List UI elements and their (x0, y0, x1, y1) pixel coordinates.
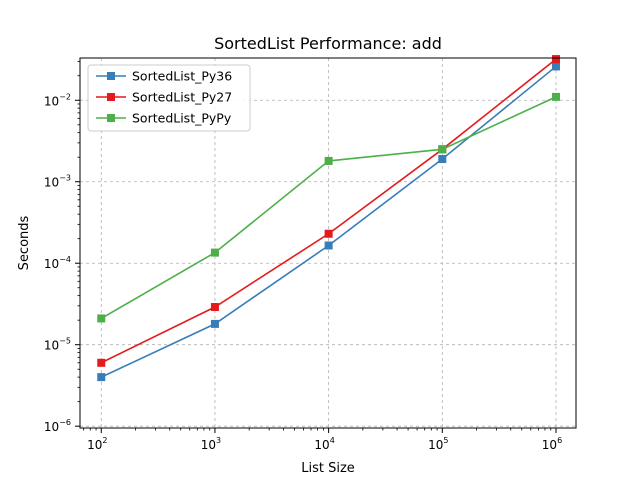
legend-marker (107, 114, 115, 122)
legend: SortedList_Py36 SortedList_Py27 SortedList… (87, 64, 251, 132)
legend-box (87, 64, 251, 132)
data-point (97, 314, 106, 323)
legend-label: SortedList_Py36 (132, 69, 232, 84)
y-tick-label: 10−3 (44, 174, 71, 190)
x-axis-label: List Size (301, 461, 355, 476)
y-tick-label: 10−5 (44, 337, 71, 353)
x-tick-label: 104 (314, 436, 334, 452)
x-axis-ticks: 102 103 104 105 106 (83, 428, 562, 452)
data-point (324, 229, 333, 238)
series-SortedList_PyPy (97, 92, 560, 323)
x-tick-label: 106 (542, 436, 562, 452)
legend-label: SortedList_PyPy (132, 111, 232, 126)
y-axis-ticks: 10−6 10−5 10−4 10−3 10−2 (44, 60, 80, 434)
y-tick-label: 10−2 (44, 92, 71, 108)
y-tick-label: 10−4 (44, 255, 71, 271)
data-point (210, 303, 219, 312)
series-layer (97, 55, 560, 382)
data-point (210, 319, 219, 328)
chart-title: SortedList Performance: add (214, 34, 442, 53)
data-point (97, 358, 106, 367)
data-point (551, 62, 560, 71)
legend-entry: SortedList_Py27 (96, 90, 232, 105)
x-tick-label: 105 (428, 436, 448, 452)
data-point (551, 55, 560, 64)
data-point (210, 248, 219, 257)
data-point (97, 373, 106, 382)
x-tick-label: 103 (201, 436, 221, 452)
y-tick-label: 10−6 (44, 418, 71, 434)
x-tick-label: 102 (87, 436, 107, 452)
legend-label: SortedList_Py27 (132, 90, 232, 105)
plot-frame (79, 57, 577, 429)
data-point (438, 145, 447, 154)
legend-marker (107, 93, 115, 101)
legend-entry: SortedList_PyPy (96, 111, 232, 126)
y-axis-label: Seconds (17, 215, 32, 270)
legend-items: SortedList_Py36 SortedList_Py27 SortedList… (96, 69, 232, 126)
data-point (438, 155, 447, 164)
data-point (324, 156, 333, 165)
legend-entry: SortedList_Py36 (96, 69, 232, 84)
legend-marker (107, 72, 115, 80)
series-SortedList_Py36 (97, 62, 560, 382)
data-point (551, 92, 560, 101)
data-point (324, 241, 333, 250)
